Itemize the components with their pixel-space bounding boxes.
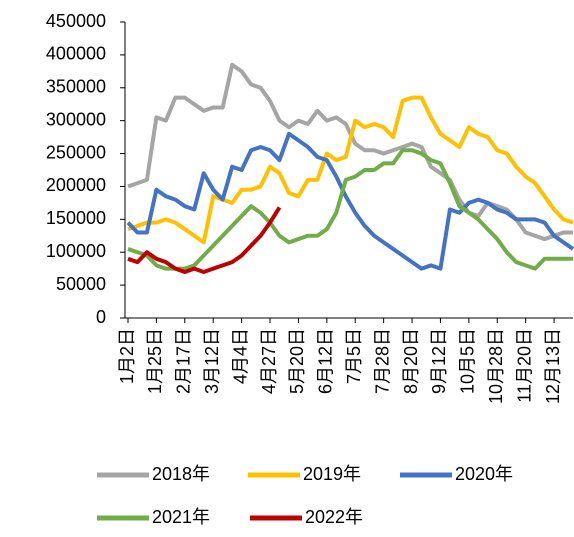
legend-label: 2018年 — [152, 464, 210, 484]
y-tick-label: 450000 — [46, 11, 106, 31]
y-tick-label: 150000 — [46, 208, 106, 228]
x-tick-label: 12月13日 — [543, 328, 563, 404]
x-tick-label: 9月12日 — [429, 328, 449, 394]
y-tick-label: 350000 — [46, 77, 106, 97]
x-tick-label: 1月25日 — [145, 328, 165, 394]
x-tick-label: 7月5日 — [344, 328, 364, 384]
y-tick-label: 250000 — [46, 142, 106, 162]
series-line — [126, 131, 574, 271]
legend-label: 2022年 — [305, 507, 363, 527]
x-tick-label: 1月2日 — [117, 328, 137, 384]
legend-label: 2021年 — [152, 507, 210, 527]
y-tick-label: 400000 — [46, 44, 106, 64]
x-tick-label: 6月12日 — [316, 328, 336, 394]
legend-label: 2019年 — [303, 464, 361, 484]
y-tick-label: 50000 — [56, 274, 106, 294]
series-line — [127, 148, 573, 271]
legend-label: 2020年 — [455, 464, 513, 484]
series-line — [127, 206, 282, 274]
y-tick-label: 300000 — [46, 109, 106, 129]
x-tick-label: 10月28日 — [486, 328, 506, 404]
series-line — [127, 95, 574, 245]
x-tick-label: 10月5日 — [458, 328, 478, 394]
y-tick-label: 100000 — [46, 241, 106, 261]
x-tick-label: 5月20日 — [287, 328, 307, 394]
x-tick-label: 3月12日 — [202, 328, 222, 394]
x-tick-label: 8月20日 — [401, 328, 421, 394]
x-tick-label: 4月27日 — [259, 328, 279, 394]
x-tick-label: 2月17日 — [174, 328, 194, 394]
x-tick-label: 11月20日 — [514, 328, 534, 403]
x-tick-label: 7月28日 — [372, 328, 392, 394]
y-tick-label: 200000 — [46, 175, 106, 195]
x-tick-label: 4月4日 — [230, 328, 250, 384]
y-tick-label: 0 — [96, 307, 106, 327]
